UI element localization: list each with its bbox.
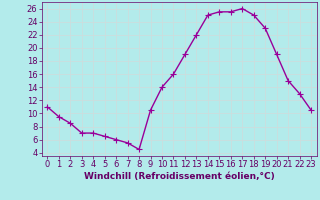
X-axis label: Windchill (Refroidissement éolien,°C): Windchill (Refroidissement éolien,°C)	[84, 172, 275, 181]
